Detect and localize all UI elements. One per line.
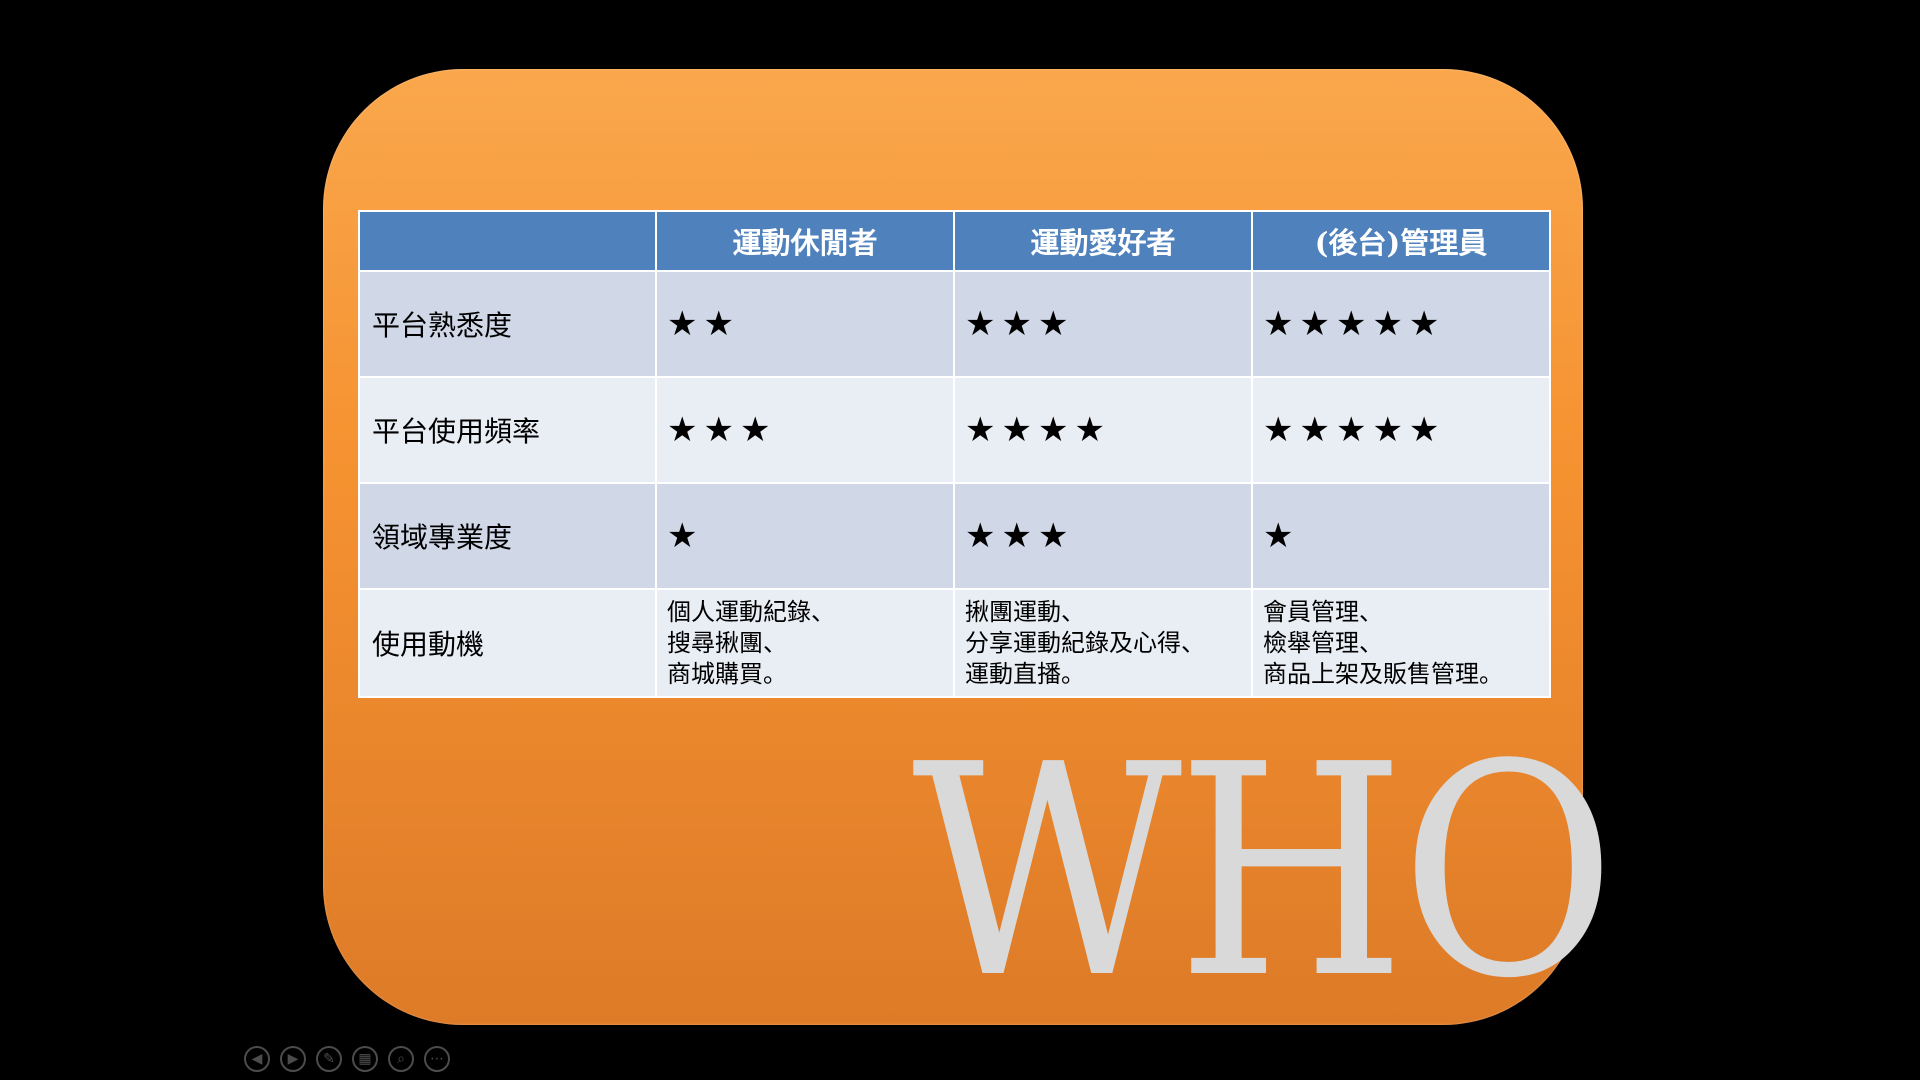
- star-rating: ★★: [655, 270, 955, 378]
- row-label-motivation: 使用動機: [358, 588, 657, 698]
- header-casual-user: 運動休閒者: [655, 210, 955, 272]
- star-rating: ★★★★★: [1251, 270, 1551, 378]
- star-rating: ★★★★★: [1251, 376, 1551, 484]
- row-label-familiarity: 平台熟悉度: [358, 270, 657, 378]
- star-rating: ★★★: [953, 482, 1253, 590]
- table-row: 平台熟悉度 ★★ ★★★ ★★★★★: [358, 270, 1551, 378]
- row-label-expertise: 領域專業度: [358, 482, 657, 590]
- motivation-line: 揪團運動、: [965, 597, 1085, 626]
- motivation-cell-enthusiast: 揪團運動、 分享運動紀錄及心得、 運動直播。: [953, 588, 1253, 698]
- header-corner: [358, 210, 657, 272]
- motivation-line: 商品上架及販售管理。: [1263, 659, 1503, 688]
- table-row: 平台使用頻率 ★★★ ★★★★ ★★★★★: [358, 376, 1551, 484]
- motivation-line: 分享運動紀錄及心得、: [965, 628, 1205, 657]
- star-rating: ★: [1251, 482, 1551, 590]
- motivation-line: 個人運動紀錄、: [667, 597, 835, 626]
- motivation-line: 搜尋揪團、: [667, 628, 787, 657]
- motivation-cell-admin: 會員管理、 檢舉管理、 商品上架及販售管理。: [1251, 588, 1551, 698]
- motivation-line: 商城購買。: [667, 659, 787, 688]
- motivation-cell-casual: 個人運動紀錄、 搜尋揪團、 商城購買。: [655, 588, 955, 698]
- star-rating: ★★★: [953, 270, 1253, 378]
- star-rating: ★: [655, 482, 955, 590]
- header-enthusiast: 運動愛好者: [953, 210, 1253, 272]
- next-slide-icon[interactable]: ▶: [280, 1046, 306, 1072]
- zoom-icon[interactable]: ⌕: [388, 1046, 414, 1072]
- row-label-frequency: 平台使用頻率: [358, 376, 657, 484]
- table-header-row: 運動休閒者 運動愛好者 (後台)管理員: [358, 210, 1551, 272]
- motivation-line: 運動直播。: [965, 659, 1085, 688]
- slide-grid-icon[interactable]: ▦: [352, 1046, 378, 1072]
- more-options-icon[interactable]: ⋯: [424, 1046, 450, 1072]
- star-rating: ★★★: [655, 376, 955, 484]
- motivation-line: 檢舉管理、: [1263, 628, 1383, 657]
- table-row: 使用動機 個人運動紀錄、 搜尋揪團、 商城購買。 揪團運動、 分享運動紀錄及心得…: [358, 588, 1551, 698]
- star-rating: ★★★★: [953, 376, 1253, 484]
- table-row: 領域專業度 ★ ★★★ ★: [358, 482, 1551, 590]
- pen-icon[interactable]: ✎: [316, 1046, 342, 1072]
- previous-slide-icon[interactable]: ◀: [244, 1046, 270, 1072]
- user-profile-table: 運動休閒者 運動愛好者 (後台)管理員 平台熟悉度 ★★ ★★★ ★★★★★ 平…: [358, 210, 1551, 698]
- header-admin: (後台)管理員: [1251, 210, 1551, 272]
- motivation-line: 會員管理、: [1263, 597, 1383, 626]
- slideshow-toolbar: ◀ ▶ ✎ ▦ ⌕ ⋯: [244, 1046, 450, 1072]
- who-watermark: WHO: [912, 702, 1616, 1042]
